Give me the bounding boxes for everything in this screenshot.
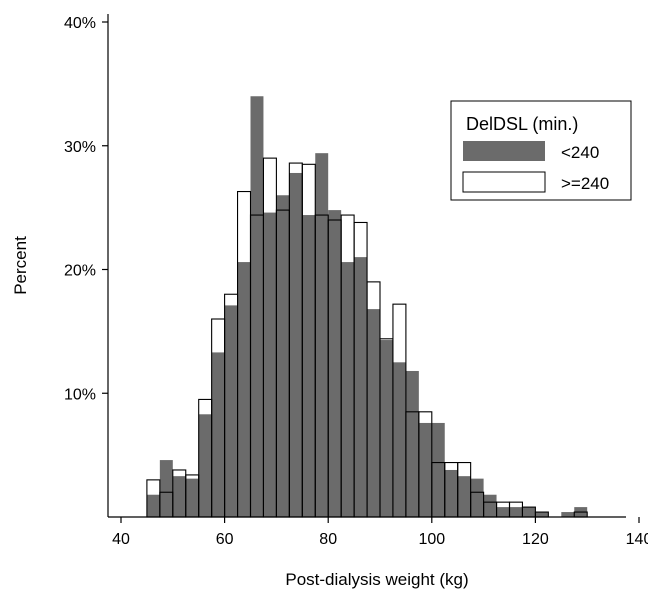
- legend: DelDSL (min.) <240 >=240: [450, 100, 632, 201]
- y-axis-ticks: 10% 20% 30% 40%: [64, 15, 108, 403]
- x-axis-title: Post-dialysis weight (kg): [285, 570, 468, 589]
- bar-lt240-24: [457, 476, 471, 517]
- legend-label-ge240: >=240: [561, 174, 609, 193]
- axes: [107, 14, 626, 518]
- bar-lt240-29: [522, 507, 536, 517]
- bar-lt240-20: [405, 370, 419, 517]
- y-tick-label: 20%: [64, 263, 96, 280]
- bar-lt240-27: [496, 507, 510, 517]
- x-tick-label: 60: [216, 531, 234, 548]
- bar-lt240-12: [302, 215, 316, 518]
- bar-lt240-0: [146, 494, 160, 517]
- bar-lt240-28: [509, 507, 523, 517]
- bar-lt240-21: [418, 422, 432, 517]
- series-lt240-bars: [146, 96, 588, 518]
- legend-title: DelDSL (min.): [466, 114, 578, 134]
- bar-lt240-17: [367, 309, 380, 517]
- legend-swatch-lt240: [463, 141, 545, 161]
- bar-lt240-31: [561, 512, 575, 517]
- bar-lt240-1: [159, 460, 173, 517]
- y-tick-label: 40%: [64, 15, 96, 32]
- bar-lt240-30: [535, 512, 549, 517]
- x-tick-label: 100: [418, 531, 445, 548]
- bar-lt240-26: [483, 494, 497, 517]
- bar-lt240-2: [172, 476, 186, 517]
- bar-lt240-14: [328, 210, 342, 517]
- bar-lt240-4: [198, 414, 212, 517]
- bar-lt240-25: [470, 478, 484, 517]
- y-tick-label: 10%: [64, 386, 96, 403]
- y-tick-label: 30%: [64, 139, 96, 156]
- bar-lt240-8: [250, 96, 264, 517]
- bar-lt240-16: [354, 257, 368, 517]
- bar-lt240-23: [444, 469, 458, 517]
- legend-label-lt240: <240: [561, 143, 599, 162]
- bar-lt240-10: [276, 195, 290, 517]
- x-tick-label: 80: [319, 531, 337, 548]
- bar-lt240-5: [211, 352, 225, 517]
- bar-lt240-19: [392, 362, 406, 517]
- bar-lt240-18: [380, 340, 393, 517]
- y-axis-title: Percent: [11, 236, 30, 295]
- x-tick-label: 140: [626, 531, 648, 548]
- bar-lt240-9: [263, 212, 277, 517]
- bar-lt240-22: [431, 422, 445, 517]
- x-axis-ticks: 40 60 80 100 120 140: [112, 517, 648, 548]
- bar-lt240-3: [185, 478, 199, 517]
- bar-lt240-15: [341, 262, 355, 517]
- x-tick-label: 40: [112, 531, 130, 548]
- bar-lt240-11: [289, 172, 303, 517]
- bar-lt240-6: [224, 305, 238, 517]
- bar-lt240-7: [237, 262, 251, 517]
- x-tick-label: 120: [522, 531, 549, 548]
- legend-swatch-ge240: [462, 171, 546, 193]
- bar-lt240-13: [315, 153, 329, 518]
